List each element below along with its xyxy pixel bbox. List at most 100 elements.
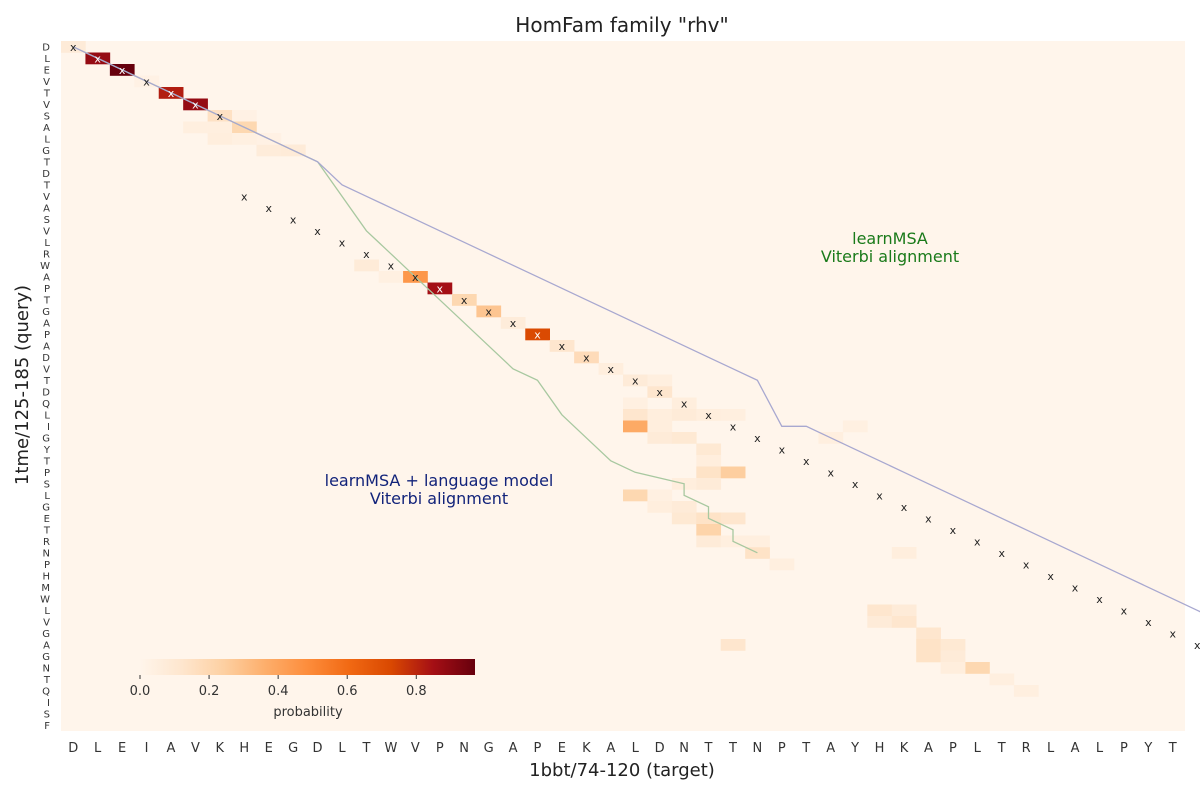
x-tick-label: T — [801, 741, 810, 756]
y-tick-label: Q — [42, 686, 50, 697]
heatmap-cell — [183, 121, 208, 134]
alignment-mark: x — [608, 363, 615, 376]
alignment-mark: x — [70, 41, 77, 54]
heatmap-cell — [965, 662, 990, 674]
alignment-mark: x — [461, 294, 468, 307]
alignment-mark: x — [1072, 581, 1079, 594]
x-tick-label: P — [778, 741, 786, 756]
y-tick-label: V — [43, 192, 50, 203]
x-tick-label: D — [68, 741, 78, 756]
y-tick-label: L — [44, 134, 50, 145]
heatmap-cell — [940, 639, 966, 651]
y-tick-label: S — [44, 215, 50, 226]
y-tick-label: R — [43, 249, 50, 260]
y-tick-label: P — [44, 468, 50, 479]
y-tick-label: Y — [43, 445, 51, 456]
heatmap-cell — [476, 305, 502, 318]
y-tick-label: S — [44, 111, 50, 122]
y-tick-label: L — [44, 606, 50, 617]
alignment-mark: x — [534, 328, 541, 341]
alignment-mark: x — [290, 213, 297, 226]
x-tick-label: H — [875, 741, 885, 756]
heatmap-cell — [671, 512, 697, 525]
alignment-mark: x — [1121, 604, 1128, 617]
x-tick-label: T — [997, 741, 1006, 756]
heatmap-cell — [574, 351, 599, 364]
heatmap-cell — [647, 432, 673, 444]
heatmap-cell — [623, 374, 648, 387]
y-tick-label: P — [44, 284, 50, 295]
y-tick-label: L — [44, 54, 50, 65]
y-tick-label: Q — [42, 399, 50, 410]
alignment-mark: x — [1145, 616, 1152, 629]
x-tick-label: N — [679, 741, 689, 756]
alignment-mark: x — [803, 455, 810, 468]
heatmap-cell — [623, 409, 648, 421]
alignment-mark: x — [1096, 593, 1103, 606]
alignment-mark: x — [314, 225, 321, 238]
alignment-mark: x — [950, 524, 957, 537]
heatmap-cell — [867, 616, 893, 628]
y-tick-label: P — [44, 330, 50, 341]
x-tick-label: H — [239, 741, 249, 756]
heatmap-cell — [696, 409, 722, 421]
y-tick-label: F — [44, 721, 50, 732]
heatmap-cell — [891, 547, 917, 559]
x-tick-label: L — [94, 741, 102, 756]
heatmap-cell — [647, 374, 673, 387]
y-tick-label: T — [43, 525, 51, 536]
y-tick-label: A — [43, 203, 50, 214]
x-tick-label: N — [459, 741, 469, 756]
heatmap-cell — [989, 673, 1015, 686]
heatmap-cell — [378, 271, 404, 283]
y-tick-label: A — [43, 341, 50, 352]
alignment-mark: x — [632, 374, 639, 387]
heatmap-cell — [207, 121, 233, 134]
heatmap-cell — [598, 363, 624, 375]
x-tick-label: P — [534, 741, 542, 756]
x-axis-label: 1bbt/74-120 (target) — [529, 760, 715, 781]
heatmap-cell — [671, 397, 697, 410]
y-tick-label: E — [44, 65, 50, 76]
heatmap-cell — [745, 535, 770, 548]
y-tick-label: N — [43, 663, 50, 674]
y-tick-label: G — [42, 307, 50, 318]
alignment-mark: x — [265, 202, 272, 215]
heatmap-cell — [720, 466, 746, 479]
heatmap-cell — [623, 489, 648, 502]
x-tick-label: V — [411, 741, 420, 756]
alignment-mark: x — [1170, 627, 1177, 640]
x-tick-label: P — [949, 741, 957, 756]
heatmap-cell — [256, 144, 282, 157]
x-tick-label: D — [655, 741, 665, 756]
heatmap-cell — [720, 409, 746, 421]
heatmap-cell — [647, 386, 673, 398]
alignment-mark: x — [656, 386, 663, 399]
y-tick-label: T — [43, 675, 51, 686]
x-tick-label: Y — [1143, 741, 1152, 756]
alignment-mark: x — [754, 432, 761, 445]
alignment-paths — [72, 46, 1200, 613]
x-tick-label: K — [582, 741, 591, 756]
x-tick-label: E — [118, 741, 126, 756]
y-axis-label: 1tme/125-185 (query) — [12, 285, 33, 485]
x-tick-label: T — [361, 741, 370, 756]
alignment-mark: x — [339, 236, 346, 249]
heatmap-cell — [696, 524, 722, 536]
heatmap-cell — [867, 604, 893, 617]
y-tick-label: D — [42, 353, 50, 364]
colorbar-tick-label: 0.2 — [199, 684, 220, 699]
colorbar-tick-label: 0.8 — [406, 684, 427, 699]
x-tick-label: E — [558, 741, 566, 756]
alignment-mark: x — [143, 75, 150, 88]
y-tick-label: E — [44, 514, 50, 525]
colorbar-label: probability — [273, 705, 343, 720]
alignment-mark: x — [559, 340, 566, 353]
heatmap-cell — [696, 466, 722, 479]
y-tick-label: D — [42, 387, 50, 398]
x-tick-label: T — [1168, 741, 1177, 756]
heatmap-cell — [940, 650, 966, 663]
heatmap-cell — [891, 616, 917, 628]
alignment-mark: x — [852, 478, 859, 491]
